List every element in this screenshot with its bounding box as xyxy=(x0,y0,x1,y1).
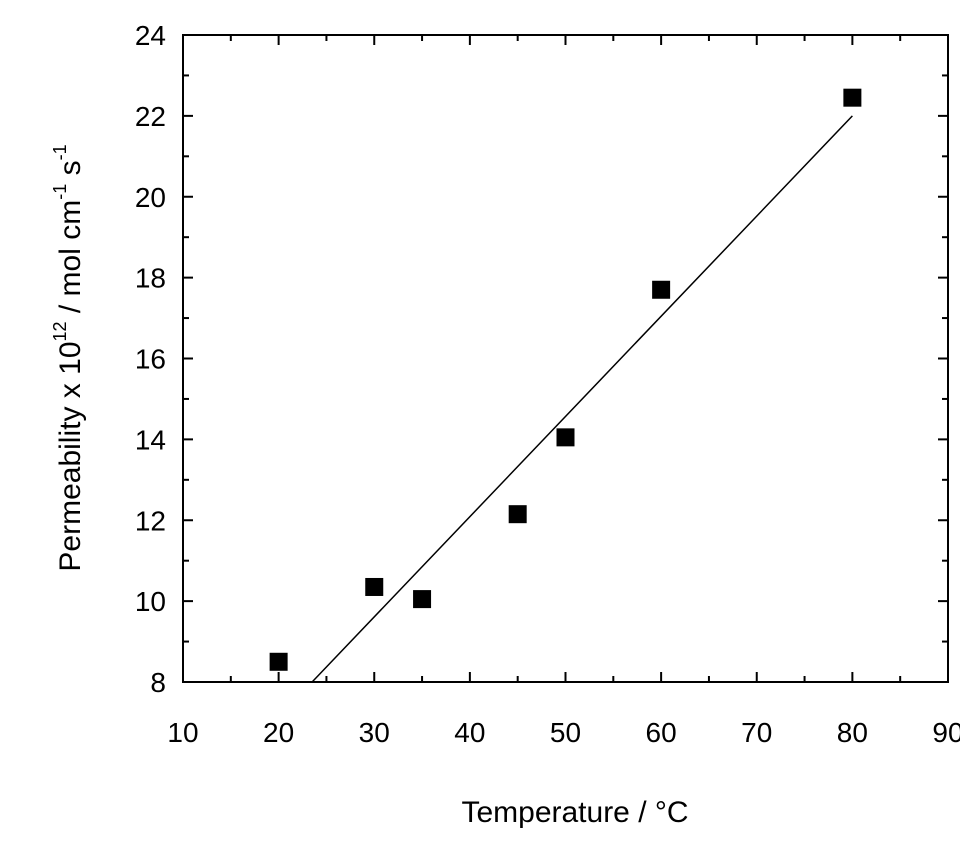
data-point xyxy=(508,505,527,524)
y-tick-label: 18 xyxy=(135,263,166,294)
y-tick-label: 20 xyxy=(135,182,166,213)
x-axis-title: Temperature / °C xyxy=(461,796,688,829)
data-point xyxy=(556,428,575,447)
y-tick-label: 22 xyxy=(135,101,166,132)
data-point xyxy=(365,577,384,596)
x-tick-label: 70 xyxy=(741,717,772,748)
data-point xyxy=(269,652,288,671)
y-axis-title-exp3: -1 xyxy=(50,144,70,160)
data-point xyxy=(413,590,432,609)
data-points xyxy=(269,88,862,671)
data-point xyxy=(843,88,862,107)
y-tick-label: 10 xyxy=(135,586,166,617)
x-tick-label: 40 xyxy=(454,717,485,748)
x-tick-label: 50 xyxy=(550,717,581,748)
fit-line xyxy=(311,115,853,683)
y-tick-label: 14 xyxy=(135,424,166,455)
y-axis: 8 10 12 14 16 18 20 22 24 xyxy=(135,20,948,698)
x-tick-label: 20 xyxy=(263,717,294,748)
x-axis: 10 20 30 40 50 60 70 80 90 xyxy=(167,35,960,748)
fit-line-group xyxy=(311,115,853,683)
y-axis-title: Permeability x 1012 / mol cm-1 s-1 xyxy=(50,144,87,571)
y-tick-label: 8 xyxy=(150,667,166,698)
data-point xyxy=(652,280,671,299)
y-axis-title-middle: / mol cm xyxy=(54,200,87,322)
y-axis-title-exp2: -1 xyxy=(50,184,70,200)
y-tick-label: 12 xyxy=(135,505,166,536)
x-tick-label: 80 xyxy=(837,717,868,748)
x-tick-label: 10 xyxy=(167,717,198,748)
y-axis-title-exp1: 12 xyxy=(50,321,70,341)
y-axis-title-middle2: s xyxy=(54,160,87,183)
y-tick-label: 16 xyxy=(135,344,166,375)
x-tick-label: 30 xyxy=(359,717,390,748)
x-tick-label: 90 xyxy=(932,717,960,748)
x-tick-label: 60 xyxy=(646,717,677,748)
y-axis-title-prefix: Permeability x 10 xyxy=(54,341,87,571)
y-tick-label: 24 xyxy=(135,20,166,51)
plot-frame xyxy=(182,34,949,683)
